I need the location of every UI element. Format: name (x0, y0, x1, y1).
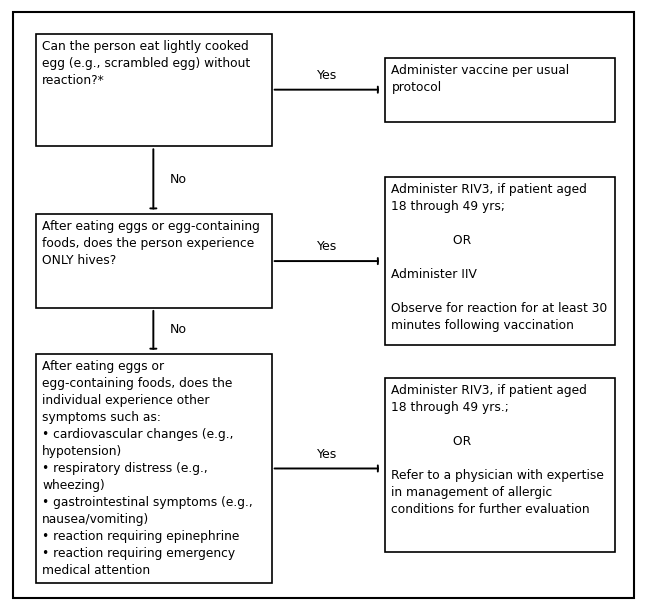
Text: Administer RIV3, if patient aged
18 through 49 yrs.;

                OR

Refer : Administer RIV3, if patient aged 18 thro… (391, 384, 604, 516)
Bar (36, 34, 272, 146)
Text: Administer vaccine per usual
protocol: Administer vaccine per usual protocol (391, 64, 569, 94)
Text: No: No (170, 323, 186, 336)
Bar (36, 214, 272, 308)
Bar (36, 354, 272, 583)
Bar (385, 58, 615, 122)
Text: Yes: Yes (316, 448, 337, 461)
Text: Administer RIV3, if patient aged
18 through 49 yrs;

                OR

Adminis: Administer RIV3, if patient aged 18 thro… (391, 183, 608, 332)
Bar (385, 177, 615, 345)
Text: Can the person eat lightly cooked
egg (e.g., scrambled egg) without
reaction?*: Can the person eat lightly cooked egg (e… (42, 40, 250, 87)
Text: After eating eggs or
egg-containing foods, does the
individual experience other
: After eating eggs or egg-containing food… (42, 360, 253, 577)
Text: Yes: Yes (316, 69, 337, 82)
Bar (385, 378, 615, 552)
Text: After eating eggs or egg-containing
foods, does the person experience
ONLY hives: After eating eggs or egg-containing food… (42, 220, 260, 267)
Text: Yes: Yes (316, 240, 337, 253)
Text: No: No (170, 173, 186, 187)
